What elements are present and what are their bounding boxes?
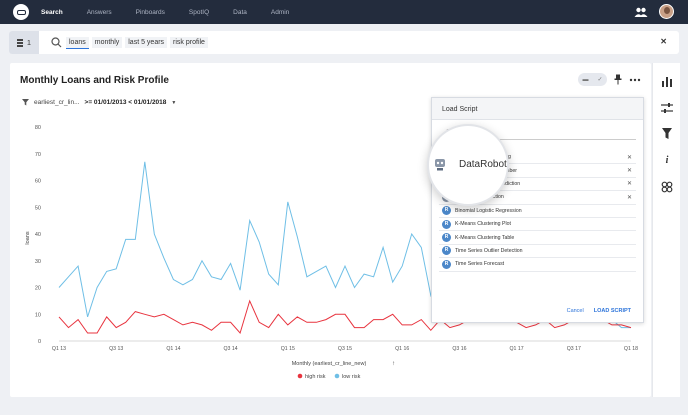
cancel-button[interactable]: Cancel <box>566 308 584 314</box>
search-token[interactable]: risk profile <box>170 37 208 48</box>
bar-chart-icon[interactable] <box>661 75 673 87</box>
r-icon: R <box>442 219 451 229</box>
x-tick-label: Q3 14 <box>224 346 238 352</box>
remove-script-icon[interactable]: ✕ <box>626 168 632 175</box>
clear-search-icon[interactable]: ✕ <box>660 37 667 46</box>
x-tick-label: Q3 15 <box>338 346 352 352</box>
y-tick-label: 40 <box>35 232 41 238</box>
filter-icon <box>22 99 29 106</box>
info-icon[interactable]: i <box>665 155 669 166</box>
load-script-button[interactable]: LOAD SCRIPT <box>593 308 631 314</box>
search-bar: 1 loans monthly last 5 years risk profile ✕ <box>9 31 679 54</box>
avatar[interactable] <box>659 4 674 19</box>
remove-script-icon[interactable]: ✕ <box>626 154 632 161</box>
x-tick-label: Q1 16 <box>395 346 409 352</box>
main-nav: Search Answers Pinboards SpotIQ Data Admin <box>41 0 313 24</box>
x-tick-label: Q3 17 <box>567 346 581 352</box>
search-token[interactable]: loans <box>66 36 89 49</box>
y-tick-label: 80 <box>35 125 41 131</box>
script-label: K-Means Clustering Plot <box>455 221 511 228</box>
chevron-down-icon: ▼ <box>171 99 177 106</box>
nav-item-search[interactable]: Search <box>41 8 63 16</box>
data-panel-button[interactable]: 1 <box>9 31 39 54</box>
r-icon: R <box>442 233 451 243</box>
x-tick-label: Q1 18 <box>624 346 638 352</box>
y-tick-label: 70 <box>35 152 41 158</box>
search-icon <box>51 37 62 48</box>
filter-value: >= 01/01/2013 < 01/01/2018 <box>84 99 167 106</box>
nav-item-admin[interactable]: Admin <box>270 8 290 16</box>
legend-swatch <box>297 373 303 379</box>
x-tick-label: Q1 13 <box>52 346 66 352</box>
x-tick-label: Q1 15 <box>281 346 295 352</box>
nav-item-spotiq[interactable]: SpotIQ <box>188 8 210 16</box>
right-sidebar: i <box>652 63 680 397</box>
people-icon[interactable] <box>634 7 648 17</box>
y-tick-label: 20 <box>35 286 41 292</box>
sliders-icon[interactable] <box>661 102 673 114</box>
legend-swatch <box>334 373 340 379</box>
y-tick-label: 60 <box>35 179 41 185</box>
database-icon <box>16 38 23 47</box>
script-label: Time Series Outlier Detection <box>455 247 523 254</box>
filter-field: earliest_cr_lin... <box>34 99 80 106</box>
script-list-item[interactable]: R Time Series Outlier Detection <box>439 245 636 259</box>
nav-item-pinboards[interactable]: Pinboards <box>135 8 165 16</box>
script-label: Time Series Forecast <box>455 261 505 268</box>
remove-script-icon[interactable]: ✕ <box>626 181 632 188</box>
script-label: K-Means Clustering Table <box>455 234 515 241</box>
funnel-icon[interactable] <box>661 128 673 140</box>
x-tick-label: Q3 13 <box>109 346 123 352</box>
pin-icon[interactable] <box>613 74 623 85</box>
table-toggle-icon[interactable]: ▬ ✓ <box>578 73 607 86</box>
x-tick-label: Q1 17 <box>510 346 524 352</box>
y-axis-label: loans <box>25 231 31 244</box>
filter-chip[interactable]: earliest_cr_lin... >= 01/01/2013 < 01/01… <box>22 99 176 106</box>
script-label: Binomial Logistic Regression <box>455 207 522 214</box>
chart-title: Monthly Loans and Risk Profile <box>20 75 169 86</box>
series-line-high-risk <box>58 299 632 335</box>
panel-count: 1 <box>26 38 32 47</box>
load-script-title: Load Script <box>432 98 643 120</box>
search-tokens: loans monthly last 5 years risk profile <box>66 36 211 49</box>
x-axis-label: Monthly (earliest_cr_line_new) <box>292 361 367 367</box>
datarobot-icon <box>435 159 445 171</box>
more-icon[interactable] <box>629 78 641 82</box>
settings-icon[interactable] <box>661 181 673 193</box>
y-tick-label: 0 <box>38 339 41 345</box>
nav-item-answers[interactable]: Answers <box>86 8 112 16</box>
magnifier-callout: DataRobot <box>427 124 509 206</box>
legend-label: low risk <box>342 374 361 380</box>
y-tick-label: 50 <box>35 205 41 211</box>
search-token[interactable]: monthly <box>91 37 123 48</box>
script-list-item[interactable]: R Time Series Forecast <box>439 258 636 272</box>
remove-script-icon[interactable]: ✕ <box>626 194 632 201</box>
y-tick-label: 30 <box>35 259 41 265</box>
thoughtspot-logo-icon[interactable] <box>13 4 29 20</box>
sort-arrow-icon: ↑ <box>392 361 395 367</box>
x-tick-label: Q1 14 <box>166 346 180 352</box>
script-list-item[interactable]: R K-Means Clustering Plot <box>439 218 636 232</box>
script-list-item[interactable]: R K-Means Clustering Table <box>439 231 636 245</box>
r-icon: R <box>442 246 451 256</box>
top-nav-bar: Search Answers Pinboards SpotIQ Data Admin <box>0 0 688 24</box>
magnified-label: DataRobot <box>459 159 507 170</box>
r-icon: R <box>442 259 451 269</box>
search-token[interactable]: last 5 years <box>125 37 168 48</box>
legend-label: high risk <box>305 374 326 380</box>
nav-item-data[interactable]: Data <box>233 8 247 16</box>
x-tick-label: Q3 16 <box>452 346 466 352</box>
script-list-item[interactable]: R Binomial Logistic Regression <box>439 205 636 218</box>
r-icon: R <box>442 206 451 216</box>
y-tick-label: 10 <box>35 312 41 318</box>
